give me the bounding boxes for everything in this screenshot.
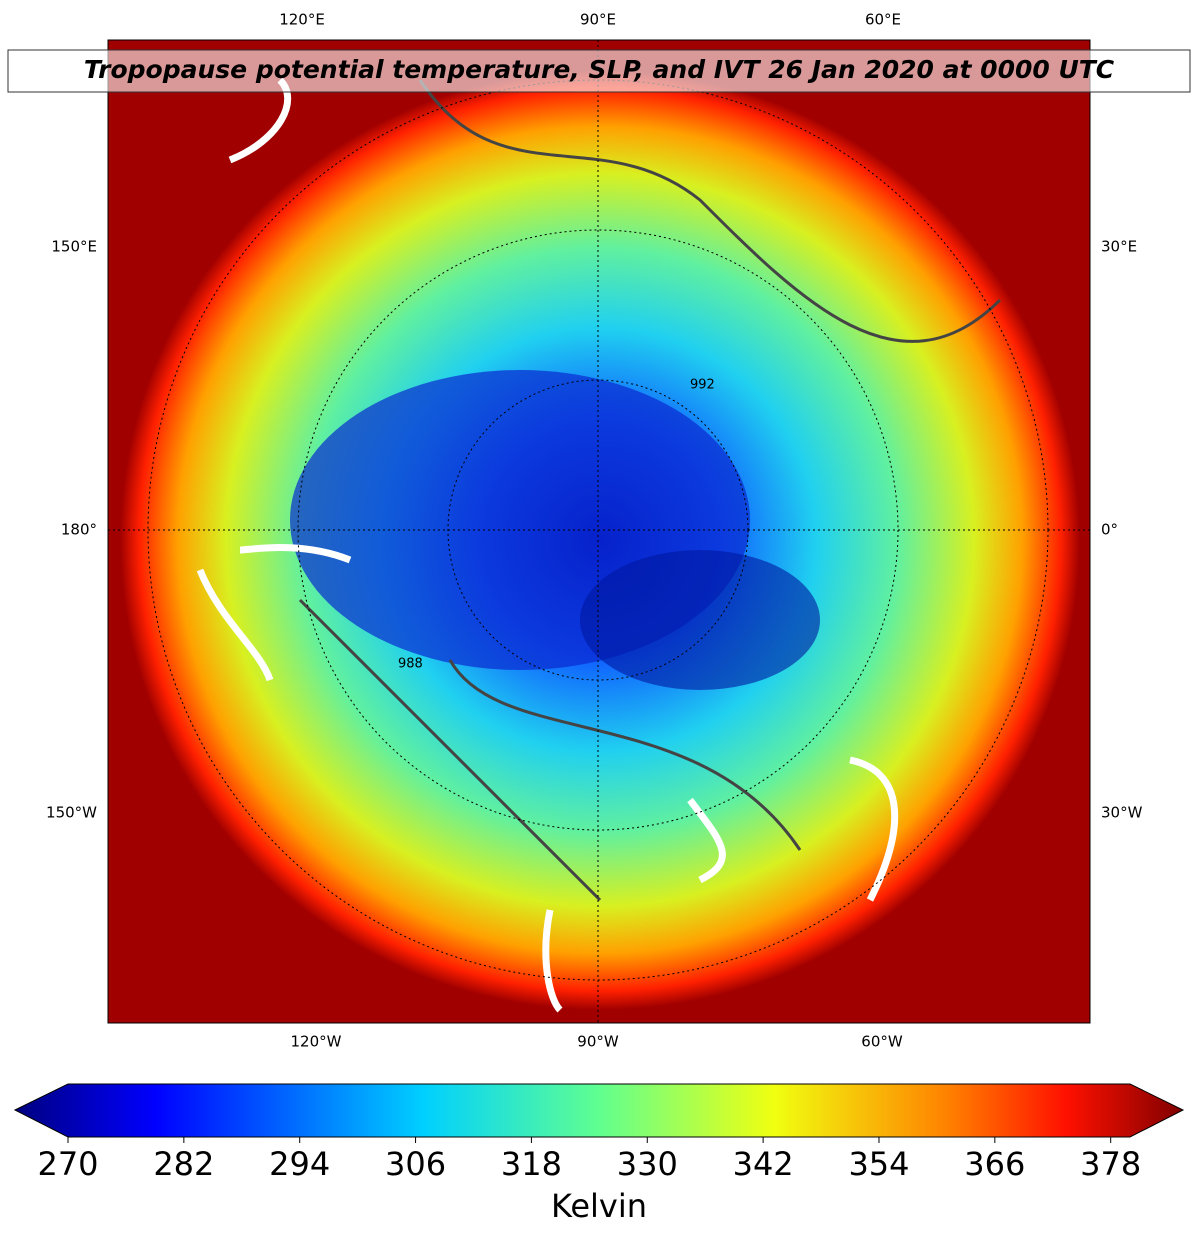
lon-label: 120°E — [279, 11, 325, 29]
map-frame — [107, 39, 1091, 1024]
colorbar-tick-label: 318 — [501, 1145, 562, 1183]
colorbar-tick-label: 378 — [1080, 1145, 1141, 1183]
contour-label: 988 — [398, 657, 423, 672]
colorbar-tick-label: 342 — [733, 1145, 794, 1183]
lon-label: 150°W — [46, 804, 97, 822]
lon-label: 120°W — [291, 1033, 342, 1051]
colorbar-tick-label: 294 — [269, 1145, 330, 1183]
lon-label: 180° — [61, 521, 97, 539]
colorbar-body — [13, 1083, 1185, 1138]
lon-label: 90°W — [577, 1033, 619, 1051]
colorbar-tick-label: 354 — [848, 1145, 909, 1183]
map-field: 992 988 — [108, 40, 1090, 1023]
colorbar: 270 282 294 306 318 330 342 354 366 378 Kelvin — [13, 1083, 1185, 1225]
lon-label: 60°W — [861, 1033, 903, 1051]
lon-label: 30°E — [1101, 238, 1137, 256]
colorbar-tick-label: 306 — [385, 1145, 446, 1183]
lon-label: 0° — [1101, 521, 1118, 539]
title-box — [7, 49, 1191, 93]
contour-label: 992 — [690, 378, 715, 393]
colorbar-tick-label: 270 — [37, 1145, 98, 1183]
coastline — [298, 79, 1002, 902]
colorbar-tick-label: 330 — [617, 1145, 678, 1183]
cold-core — [580, 550, 820, 690]
title: Tropopause potential temperature, SLP, a… — [84, 55, 1115, 84]
colorbar-tick-label: 282 — [153, 1145, 214, 1183]
lon-label: 30°W — [1101, 804, 1143, 822]
colorbar-tick-label: 366 — [964, 1145, 1025, 1183]
ivt-contour — [196, 77, 899, 1013]
lon-label: 150°E — [51, 238, 97, 256]
lon-label: 60°E — [865, 11, 901, 29]
lon-labels: 120°E 90°E 60°E 120°W 90°W 60°W 150°E 180° 150°W… — [46, 11, 1143, 1051]
lon-label: 90°E — [580, 11, 616, 29]
colorbar-label: Kelvin — [551, 1187, 647, 1225]
